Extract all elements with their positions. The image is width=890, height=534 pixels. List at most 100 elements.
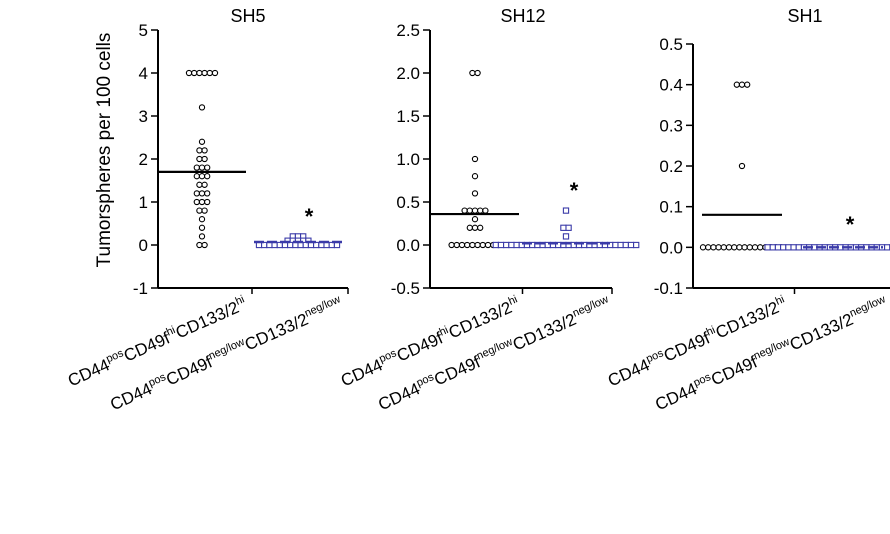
data-point (201, 69, 208, 77)
category-label-part: CD133/2 (446, 298, 515, 343)
data-point (715, 244, 722, 251)
data-point (204, 173, 211, 180)
category-label-superscript: neg/low (848, 293, 888, 319)
data-point (469, 69, 476, 77)
data-point (612, 241, 619, 249)
data-point (503, 241, 510, 249)
y-tick-label: 2.0 (396, 64, 420, 83)
data-point (720, 244, 727, 251)
data-point (705, 244, 712, 251)
category-label-superscript: neg/low (475, 336, 515, 362)
category-label-part: CD49f (431, 352, 483, 389)
y-tick-label: 0.1 (659, 198, 683, 217)
category-label-part: CD44 (107, 379, 154, 414)
y-tick-label: 0.5 (396, 193, 420, 212)
data-point (764, 244, 771, 251)
category-label-part: CD133/2 (173, 298, 242, 343)
data-point (201, 155, 208, 163)
y-tick-label: 0.0 (659, 238, 683, 257)
data-point (193, 198, 200, 206)
data-point (201, 181, 208, 188)
data-point (785, 244, 792, 251)
y-tick-label: 2.5 (396, 21, 420, 40)
data-point (471, 190, 479, 197)
data-point (497, 241, 505, 249)
data-point (725, 244, 733, 251)
significance-star: * (305, 204, 314, 229)
data-point (699, 244, 707, 251)
chart-title: SH5 (230, 6, 265, 26)
panel-sh1: SH1-0.10.00.10.20.30.40.5*CD44posCD49fhi… (605, 6, 890, 414)
significance-star: * (846, 212, 855, 237)
data-point (633, 241, 640, 249)
data-point (204, 164, 211, 171)
data-point (193, 190, 200, 197)
data-point (201, 207, 208, 214)
data-point (484, 241, 492, 249)
y-tick-label: 5 (139, 21, 148, 40)
data-point (198, 233, 206, 240)
category-label-part: CD44 (652, 379, 699, 414)
data-point (196, 69, 203, 77)
data-point (464, 241, 471, 249)
data-point (474, 69, 481, 77)
y-tick-label: -1 (133, 279, 148, 298)
data-point (560, 224, 567, 231)
data-point (196, 147, 203, 154)
data-point (196, 241, 203, 249)
data-point (744, 81, 751, 88)
data-point (780, 244, 787, 251)
data-point (731, 244, 738, 251)
data-point (448, 241, 455, 249)
data-point (201, 241, 208, 249)
data-point (513, 241, 520, 249)
chart-title: SH12 (500, 6, 545, 26)
data-point (198, 138, 206, 145)
data-point (471, 207, 479, 214)
data-point (884, 244, 890, 251)
category-label-part: CD44 (338, 355, 385, 390)
y-tick-label: 1.5 (396, 107, 420, 126)
category-label-part: CD44 (65, 355, 112, 390)
data-point (206, 69, 213, 77)
data-point (198, 224, 206, 231)
data-point (736, 244, 743, 251)
y-tick-label: 0 (139, 236, 148, 255)
data-point (757, 244, 764, 251)
y-tick-label: 2 (139, 150, 148, 169)
data-point (795, 244, 802, 251)
data-point (466, 224, 473, 231)
category-label-superscript: neg/low (752, 336, 792, 362)
category-label-part: CD133/2 (787, 310, 856, 355)
data-point (193, 173, 200, 180)
data-point (774, 244, 782, 251)
data-point (627, 241, 635, 249)
y-tick-label: 1 (139, 193, 148, 212)
data-point (461, 207, 468, 214)
data-point (458, 241, 466, 249)
data-point (453, 241, 460, 249)
category-label-part: CD133/2 (510, 310, 579, 355)
data-point (198, 164, 206, 171)
category-label-part: CD49f (708, 352, 760, 389)
y-tick-label: 3 (139, 107, 148, 126)
data-point (471, 224, 479, 231)
data-point (198, 190, 206, 197)
y-tick-label: 0.4 (659, 76, 683, 95)
data-point (790, 244, 797, 251)
data-point (204, 190, 211, 197)
y-tick-label: 0.0 (396, 236, 420, 255)
data-point (469, 241, 476, 249)
data-point (471, 155, 479, 163)
data-point (193, 164, 200, 171)
category-label-superscript: neg/low (303, 293, 343, 319)
data-point (198, 216, 206, 223)
data-point (201, 147, 208, 154)
y-axis-label: Tumorspheres per 100 cells (94, 33, 115, 268)
data-point (741, 244, 748, 251)
data-point (198, 173, 206, 180)
data-point (617, 241, 624, 249)
data-point (565, 224, 572, 231)
data-point (471, 173, 479, 180)
